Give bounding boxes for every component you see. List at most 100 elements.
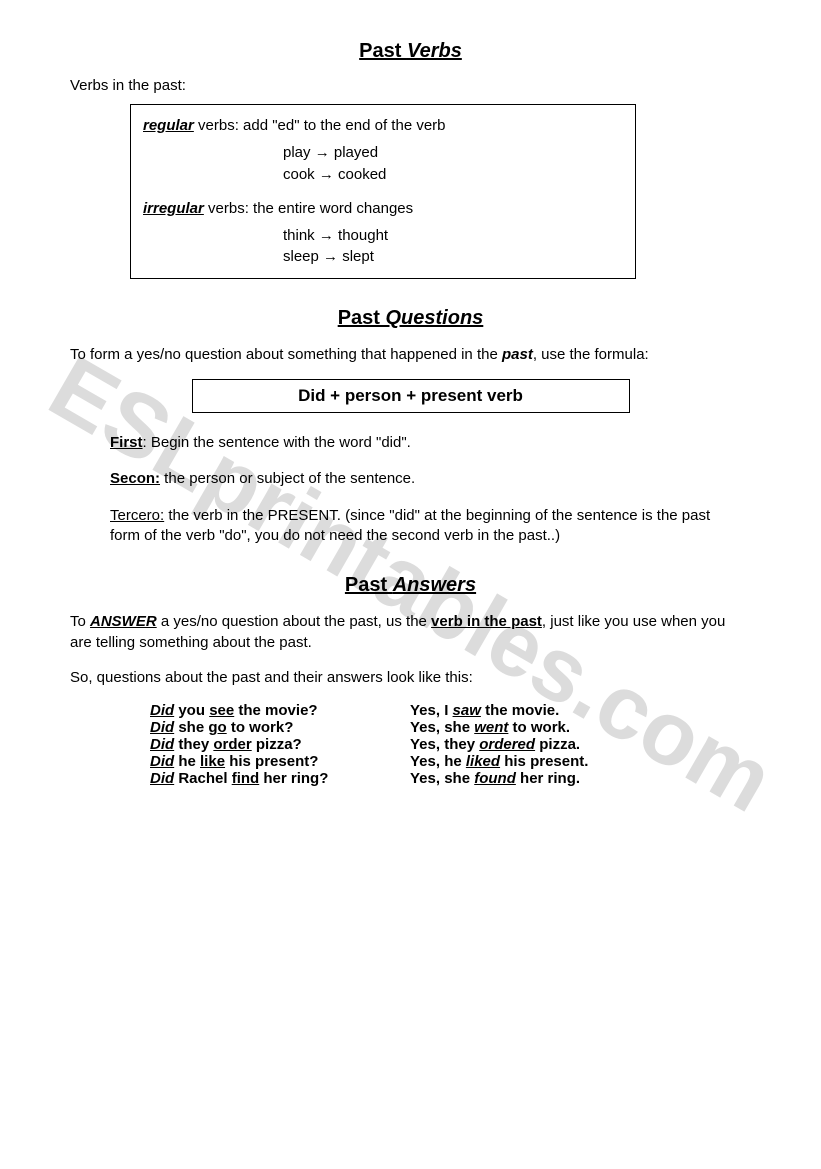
qa-question: Did you see the movie?: [150, 702, 410, 719]
page-content: Past Verbs Verbs in the past: regular ve…: [0, 0, 821, 827]
qa-end: his present?: [225, 753, 318, 770]
heading-text-ital: Questions: [386, 307, 484, 329]
example-right: thought: [338, 227, 388, 244]
qa-pre: Yes, she: [410, 770, 474, 787]
qa-did: Did: [150, 770, 174, 787]
rule-label: irregular: [143, 200, 204, 217]
rule-text: verbs: the entire word changes: [204, 200, 413, 217]
step-text: the person or subject of the sentence.: [160, 470, 415, 487]
verbs-rules-box: regular verbs: add "ed" to the end of th…: [130, 104, 636, 279]
qa-question: Did they order pizza?: [150, 736, 410, 753]
example-right: slept: [342, 248, 374, 265]
example-left: play: [283, 144, 311, 161]
heading-past-questions: Past Questions: [70, 307, 751, 330]
example-row: play → played: [283, 142, 623, 164]
qa-pre: Yes, they: [410, 736, 479, 753]
qa-row: Did Rachel find her ring? Yes, she found…: [150, 770, 751, 787]
example-row: sleep → slept: [283, 246, 623, 268]
qa-end: pizza?: [252, 736, 302, 753]
qa-answer: Yes, she went to work.: [410, 719, 751, 736]
qa-mid: he: [174, 753, 200, 770]
qa-averb: saw: [453, 702, 481, 719]
step-text: : Begin the sentence with the word "did"…: [143, 434, 411, 451]
qa-end: the movie.: [481, 702, 559, 719]
intro-verbs: Verbs in the past:: [70, 77, 751, 94]
arrow-icon: →: [319, 166, 334, 183]
intro-answers: To ANSWER a yes/no question about the pa…: [70, 611, 751, 653]
example-left: cook: [283, 166, 315, 183]
qa-pre: Yes, he: [410, 753, 466, 770]
rule-label: regular: [143, 117, 194, 134]
qa-averb: went: [474, 719, 508, 736]
qa-verb: order: [213, 736, 251, 753]
qa-verb: see: [209, 702, 234, 719]
qa-pre: Yes, she: [410, 719, 474, 736]
heading-text: Past: [345, 574, 393, 596]
qa-question: Did she go to work?: [150, 719, 410, 736]
step-third: Tercero: the verb in the PRESENT. (since…: [110, 506, 731, 547]
qa-end: to work?: [227, 719, 294, 736]
heading-text: Past: [338, 307, 386, 329]
qa-end: her ring.: [516, 770, 580, 787]
qa-end: his present.: [500, 753, 588, 770]
steps-list: First: Begin the sentence with the word …: [110, 433, 731, 546]
rule-regular: regular verbs: add "ed" to the end of th…: [143, 117, 623, 134]
example-left: sleep: [283, 248, 319, 265]
p-text: a yes/no question about the past, us the: [157, 613, 431, 630]
heading-text-ital: Verbs: [407, 40, 462, 62]
p-text: To: [70, 613, 90, 630]
qa-did: Did: [150, 753, 174, 770]
arrow-icon: →: [315, 144, 330, 161]
heading-text: Past: [359, 40, 407, 62]
intro-answers-2: So, questions about the past and their a…: [70, 667, 751, 688]
heading-text-ital: Answers: [393, 574, 476, 596]
intro-text: , use the formula:: [533, 346, 649, 363]
qa-examples: Did you see the movie? Yes, I saw the mo…: [150, 702, 751, 787]
qa-answer: Yes, he liked his present.: [410, 753, 751, 770]
qa-mid: you: [174, 702, 209, 719]
examples-irregular: think → thought sleep → slept: [283, 225, 623, 269]
qa-answer: Yes, she found her ring.: [410, 770, 751, 787]
intro-questions: To form a yes/no question about somethin…: [70, 344, 751, 365]
qa-verb: like: [200, 753, 225, 770]
qa-verb: find: [232, 770, 260, 787]
qa-row: Did he like his present? Yes, he liked h…: [150, 753, 751, 770]
qa-pre: Yes, I: [410, 702, 453, 719]
qa-did: Did: [150, 736, 174, 753]
step-label: Secon:: [110, 470, 160, 487]
qa-question: Did Rachel find her ring?: [150, 770, 410, 787]
examples-regular: play → played cook → cooked: [283, 142, 623, 186]
step-first: First: Begin the sentence with the word …: [110, 433, 731, 453]
heading-past-answers: Past Answers: [70, 574, 751, 597]
example-row: cook → cooked: [283, 164, 623, 186]
intro-bold: past: [502, 346, 533, 363]
qa-did: Did: [150, 702, 174, 719]
qa-verb: go: [208, 719, 226, 736]
qa-row: Did you see the movie? Yes, I saw the mo…: [150, 702, 751, 719]
p-answer: ANSWER: [90, 613, 157, 630]
p-verb: verb in the past: [431, 613, 542, 630]
qa-end: the movie?: [234, 702, 317, 719]
qa-mid: she: [174, 719, 208, 736]
rule-irregular: irregular verbs: the entire word changes: [143, 200, 623, 217]
qa-answer: Yes, I saw the movie.: [410, 702, 751, 719]
step-label: First: [110, 434, 143, 451]
arrow-icon: →: [323, 248, 338, 265]
qa-end: to work.: [508, 719, 570, 736]
qa-question: Did he like his present?: [150, 753, 410, 770]
step-text: the verb in the PRESENT. (since "did" at…: [110, 507, 710, 544]
intro-text: To form a yes/no question about somethin…: [70, 346, 502, 363]
qa-averb: found: [474, 770, 516, 787]
example-row: think → thought: [283, 225, 623, 247]
qa-mid: Rachel: [174, 770, 232, 787]
rule-text: verbs: add "ed" to the end of the verb: [194, 117, 446, 134]
qa-did: Did: [150, 719, 174, 736]
example-left: think: [283, 227, 315, 244]
qa-averb: liked: [466, 753, 500, 770]
heading-past-verbs: Past Verbs: [70, 40, 751, 63]
qa-end: her ring?: [259, 770, 328, 787]
question-formula-box: Did + person + present verb: [192, 379, 630, 413]
step-second: Secon: the person or subject of the sent…: [110, 469, 731, 489]
step-label: Tercero:: [110, 507, 164, 524]
qa-end: pizza.: [535, 736, 580, 753]
